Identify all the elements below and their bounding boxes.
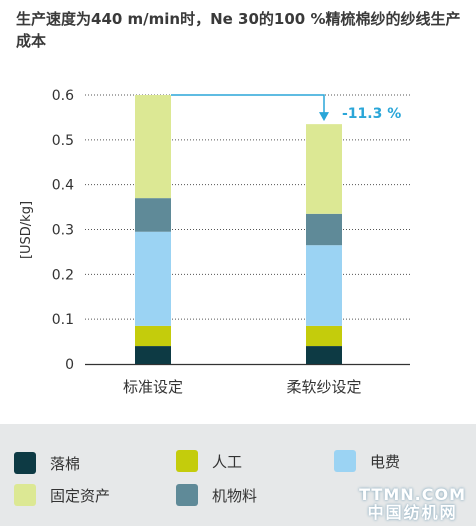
y-tick-label: 0.1 [52, 312, 74, 328]
legend-swatch [14, 484, 36, 506]
watermark-line-2: 中国纺机网 [367, 503, 458, 522]
legend-item-jiwuliao: 机物料 [176, 484, 257, 506]
bar-segment [306, 325, 342, 347]
difference-label: -11.3 % [342, 106, 401, 122]
legend-label: 固定资产 [50, 486, 111, 505]
legend-swatch [14, 452, 36, 474]
y-tick-label: 0.4 [52, 178, 74, 194]
legend-label: 落棉 [50, 454, 81, 473]
legend: 落棉 人工 电费 固定资产 机物料 TTMN.COM 中国纺机网 [0, 424, 476, 526]
legend-swatch [176, 484, 198, 506]
legend-item-gudingzichan: 固定资产 [14, 484, 110, 506]
watermark-line-1: TTMN.COM [359, 485, 466, 504]
legend-item-dianfei: 电费 [334, 450, 400, 472]
difference-arrow-head [319, 112, 329, 122]
bar-segment [306, 346, 342, 364]
watermark: TTMN.COM 中国纺机网 [359, 486, 466, 522]
x-category-label: 柔软纱设定 [286, 378, 361, 396]
y-tick-label: 0.2 [52, 267, 74, 283]
bar-segment [306, 245, 342, 326]
y-axis-label: [USD/kg] [19, 201, 34, 259]
bar-segment [135, 325, 171, 347]
legend-item-luomian: 落棉 [14, 452, 80, 474]
bar-segment [306, 213, 342, 246]
difference-arrow-line [171, 94, 325, 115]
stacked-bar-chart: 0 0.1 0.2 0.3 0.4 0.5 0.6 [USD/kg] 标准设定 柔软纱设定 -11.… [19, 88, 410, 396]
bar-segment [135, 346, 171, 364]
bar-segment [306, 124, 342, 214]
y-tick-label: 0 [65, 357, 74, 373]
bar-segment [135, 231, 171, 326]
legend-label: 机物料 [212, 486, 258, 505]
chart-title: 生产速度为440 m/min时，Ne 30的100 %精梳棉纱的纱线生产成本 [16, 10, 461, 50]
bar-segment [135, 198, 171, 232]
legend-label: 人工 [212, 452, 243, 471]
y-tick-label: 0.3 [52, 223, 74, 239]
bar-segment [135, 95, 171, 199]
legend-swatch [334, 450, 356, 472]
legend-label: 电费 [370, 452, 401, 471]
legend-item-rengong: 人工 [176, 450, 242, 472]
x-category-label: 标准设定 [123, 378, 183, 396]
legend-swatch [176, 450, 198, 472]
y-tick-label: 0.5 [52, 133, 74, 149]
y-tick-label: 0.6 [52, 88, 74, 104]
